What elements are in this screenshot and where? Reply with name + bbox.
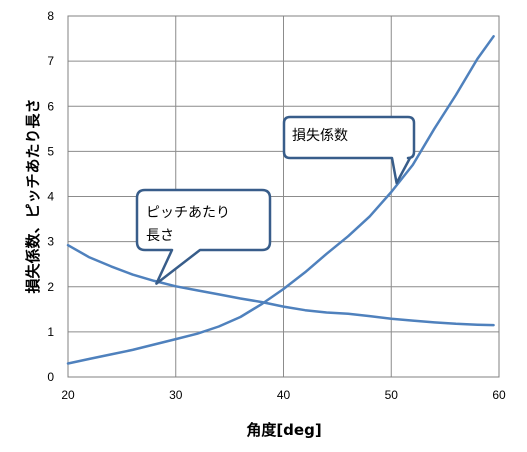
- y-tick-label: 5: [47, 144, 54, 158]
- y-tick-label: 6: [47, 99, 54, 113]
- x-tick-label: 40: [277, 388, 291, 402]
- callout-loss-coefficient-bubble: [282, 115, 416, 185]
- callout-pitch-length-bubble: [135, 188, 272, 285]
- callout-loss-coefficient: 損失係数: [282, 115, 416, 185]
- y-tick-label: 8: [47, 9, 54, 23]
- y-tick-label: 0: [47, 370, 54, 384]
- y-tick-label: 4: [47, 190, 54, 204]
- y-tick-label: 3: [47, 235, 54, 249]
- series-line-0: [66, 243, 495, 327]
- x-tick-label: 20: [61, 388, 75, 402]
- plot-area-frame: [67, 15, 500, 378]
- x-axis-title: 角度[deg]: [246, 421, 321, 439]
- x-tick-label: 50: [385, 388, 399, 402]
- series-line-1: [66, 35, 495, 365]
- y-axis-title: 損失係数、ピッチあたり長さ: [24, 98, 42, 293]
- y-tick-label: 7: [47, 54, 54, 68]
- callout-pitch-length: ピッチあたり 長さ: [135, 188, 272, 285]
- callout-pitch-length-text-line2: 長さ: [146, 228, 174, 244]
- y-tick-label: 1: [47, 325, 54, 339]
- series-lines: [66, 35, 495, 365]
- x-tick-label: 30: [169, 388, 183, 402]
- x-axis-ticks: 20 30 40 50 60: [61, 388, 506, 402]
- callout-pitch-length-text-line1: ピッチあたり: [146, 205, 230, 221]
- x-tick-label: 60: [492, 388, 506, 402]
- y-tick-label: 2: [47, 280, 54, 294]
- callout-loss-coefficient-text: 損失係数: [292, 128, 348, 144]
- y-axis-ticks: 0 1 2 3 4 5 6 7 8: [47, 9, 54, 384]
